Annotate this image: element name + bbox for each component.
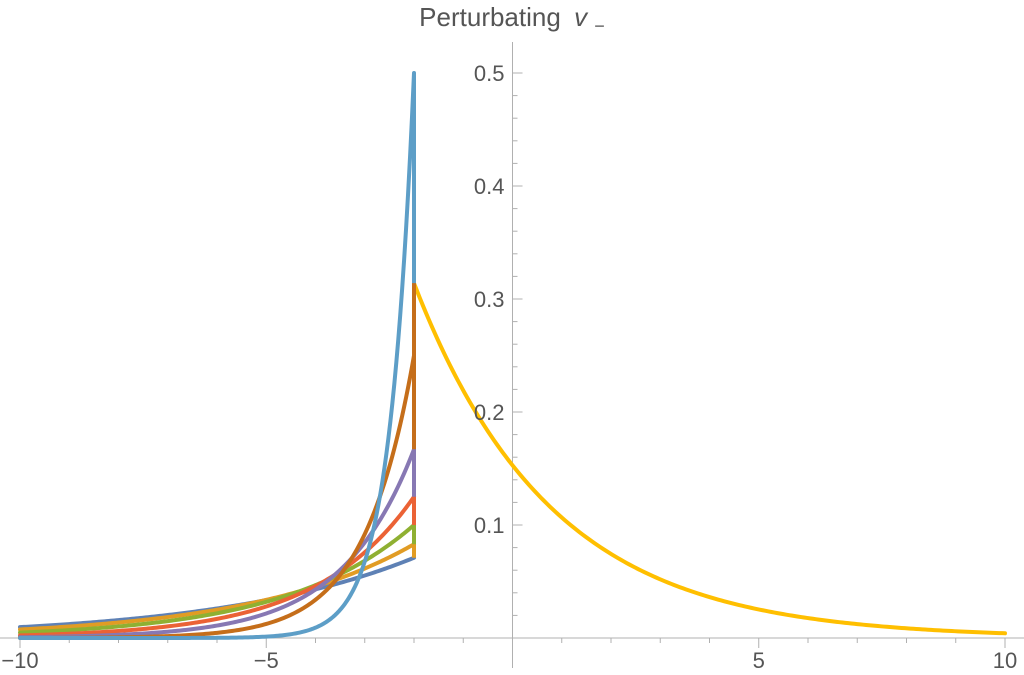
chart-title: Perturbating v − [419, 2, 605, 36]
series-line-2 [18, 542, 416, 632]
y-tick-label: 0.1 [474, 513, 505, 538]
x-tick-label: −5 [254, 648, 279, 673]
chart-title-variable: v [574, 2, 589, 32]
x-tick-label: 10 [993, 648, 1017, 673]
chart-title-text: Perturbating [419, 2, 561, 32]
y-tick-label: 0.5 [474, 61, 505, 86]
series-line-3 [18, 523, 416, 635]
y-tick-label: 0.4 [474, 174, 505, 199]
series-line-6 [18, 353, 416, 640]
x-tick-label: −10 [1, 648, 38, 673]
x-tick-label: 5 [753, 648, 765, 673]
chart-title-subscript: − [594, 16, 605, 36]
y-tick-label: 0.3 [474, 287, 505, 312]
series-line-8 [412, 281, 1007, 636]
y-tick-label: 0.2 [474, 400, 505, 425]
series-layer [18, 71, 1007, 640]
axes [0, 42, 1024, 668]
tick-labels: −10 −5 5 10 0.1 0.2 0.3 0.4 0.5 [1, 61, 1017, 673]
series-line-7 [18, 71, 416, 640]
